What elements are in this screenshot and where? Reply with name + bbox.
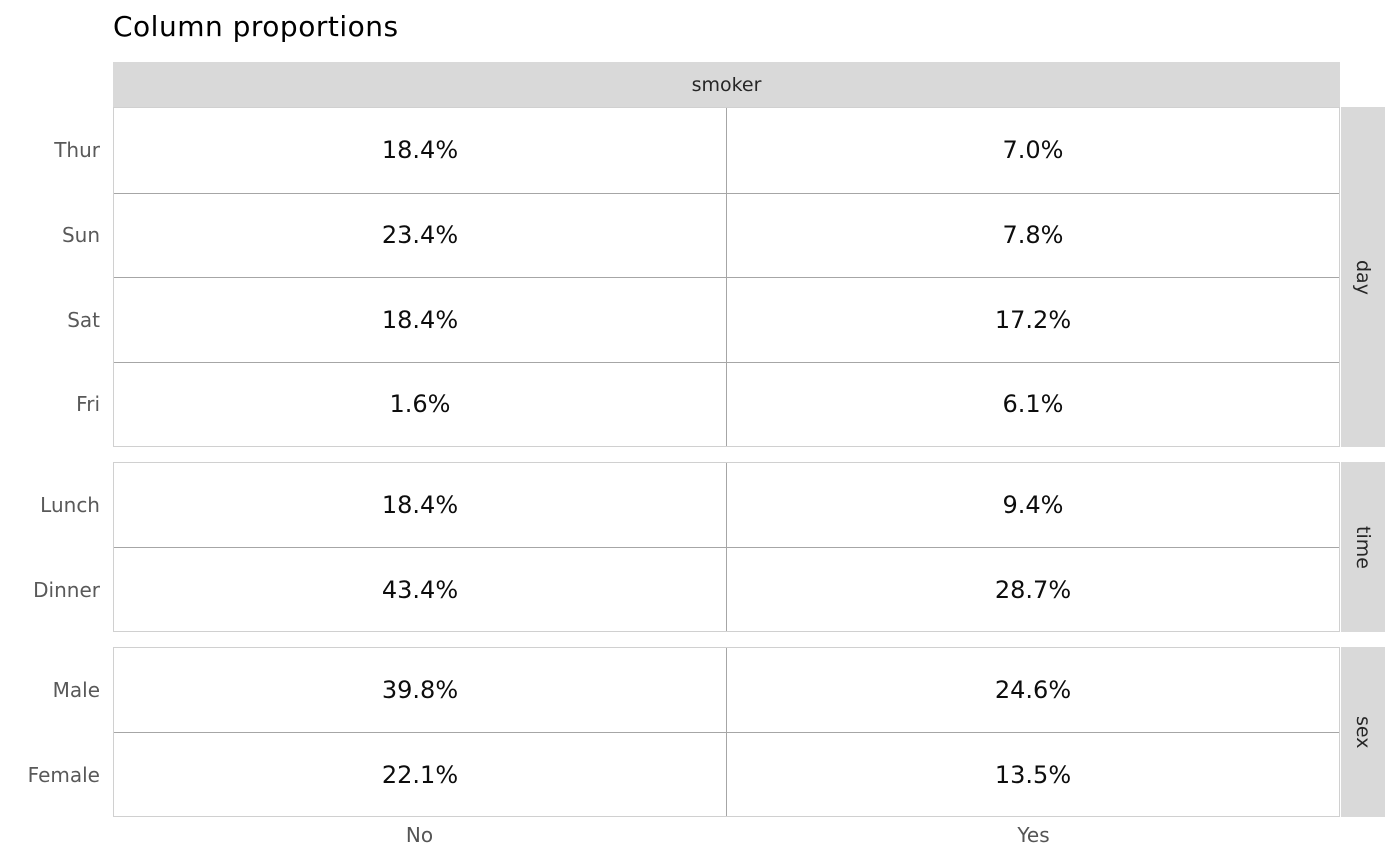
row-label: Female [27, 762, 100, 787]
row-facet-strip-day: day [1341, 107, 1385, 447]
row-label: Sat [67, 307, 100, 332]
cell-value: 28.7% [994, 575, 1072, 604]
row-facet-strip-time: time [1341, 462, 1385, 632]
table-row: Sun 23.4% 7.8% [62, 192, 1339, 277]
table-row: Thur 18.4% 7.0% [54, 108, 1339, 193]
table-row: Female 22.1% 13.5% [28, 732, 1339, 816]
row-label: Fri [76, 392, 100, 417]
column-facet-strip: smoker [113, 62, 1340, 107]
row-facet-strip-sex: sex [1341, 647, 1385, 817]
cell-value: 1.6% [114, 362, 727, 446]
cell-value: 18.4% [114, 108, 727, 193]
cell-value: 7.0% [1002, 136, 1064, 165]
row-variable-label: sex [1352, 715, 1374, 749]
cell-value: 18.4% [114, 278, 727, 362]
cell-value: 22.1% [114, 733, 727, 816]
cell-value: 13.5% [994, 760, 1072, 789]
row-variable-label: day [1352, 259, 1374, 295]
x-axis-label-no: No [405, 823, 434, 847]
table-row: Male 39.8% 24.6% [53, 648, 1339, 732]
cell-value: 39.8% [114, 648, 727, 732]
column-variable-label: smoker [691, 73, 762, 96]
x-axis-label-yes: Yes [1017, 823, 1050, 847]
cell-value: 43.4% [114, 548, 727, 631]
page-title: Column proportions [113, 10, 399, 43]
cell-value: 7.8% [1002, 221, 1064, 250]
facet-sex: Male 39.8% 24.6% Female 22.1% 13.5% [28, 647, 1340, 817]
cell-value: 9.4% [1002, 491, 1064, 519]
row-label: Thur [54, 138, 100, 163]
table-row: Lunch 18.4% 9.4% [40, 463, 1339, 547]
table-row: Dinner 43.4% 28.7% [33, 547, 1339, 631]
facet-time: Lunch 18.4% 9.4% Dinner 43.4% 28.7% [33, 462, 1340, 632]
table-row: Sat 18.4% 17.2% [67, 277, 1339, 362]
cell-value: 17.2% [994, 305, 1072, 334]
row-variable-label: time [1352, 525, 1374, 569]
cell-value: 18.4% [114, 463, 727, 547]
facet-day: Thur 18.4% 7.0% Sun 23.4% 7.8% Sat 18.4%… [54, 107, 1340, 447]
row-label: Dinner [33, 577, 100, 602]
cell-value: 24.6% [994, 676, 1072, 704]
table-row: Fri 1.6% 6.1% [76, 361, 1339, 446]
row-label: Sun [61, 223, 100, 248]
cell-value: 23.4% [114, 193, 727, 277]
cell-value: 6.1% [1002, 390, 1064, 419]
row-label: Lunch [40, 493, 100, 517]
row-label: Male [52, 678, 100, 702]
